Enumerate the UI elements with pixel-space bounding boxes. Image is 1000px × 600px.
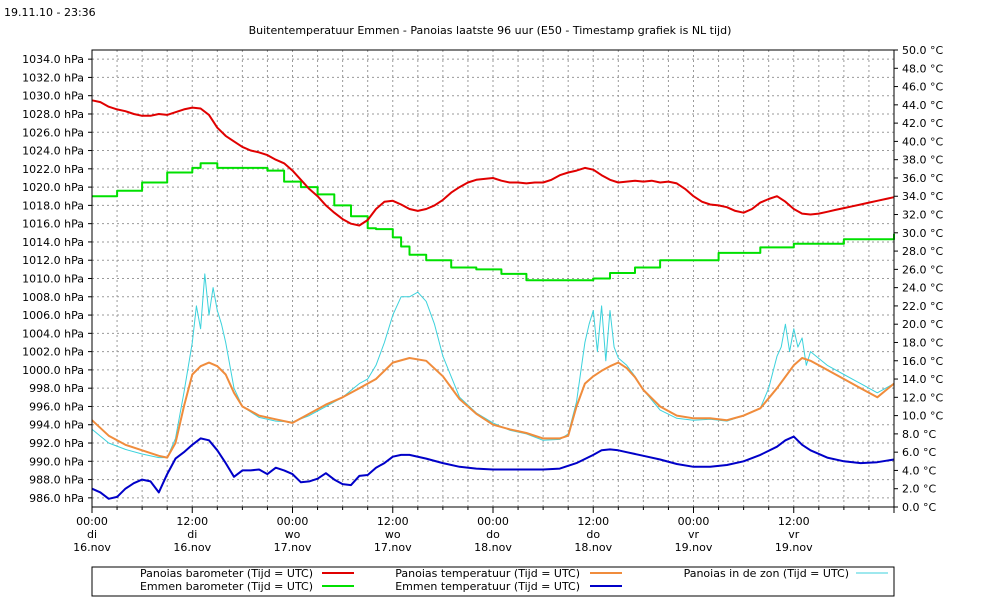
- y-right-tick-label: 22.0 °C: [902, 300, 943, 313]
- y-right-tick-label: 38.0 °C: [902, 154, 943, 167]
- x-tick-date: 17.nov: [274, 541, 312, 554]
- y-right-tick-label: 32.0 °C: [902, 209, 943, 222]
- y-right-tick-label: 40.0 °C: [902, 135, 943, 148]
- y-left-tick-label: 1018.0 hPa: [22, 199, 84, 212]
- y-right-tick-label: 18.0 °C: [902, 336, 943, 349]
- x-tick-time: 00:00: [678, 515, 710, 528]
- y-right-tick-label: 28.0 °C: [902, 245, 943, 258]
- x-tick-time: 00:00: [477, 515, 509, 528]
- y-right-tick-label: 16.0 °C: [902, 355, 943, 368]
- x-tick-day: di: [187, 528, 197, 541]
- y-left-tick-label: 1004.0 hPa: [22, 327, 84, 340]
- y-axis-left: 986.0 hPa 988.0 hPa 990.0 hPa 992.0 hPa 994.…: [22, 53, 92, 505]
- x-tick-time: 00:00: [76, 515, 108, 528]
- y-left-tick-label: 1000.0 hPa: [22, 364, 84, 377]
- x-tick-date: 16.nov: [173, 541, 211, 554]
- chart-title: Buitentemperatuur Emmen - Panoias laatst…: [249, 24, 732, 37]
- x-tick-day: do: [586, 528, 600, 541]
- y-right-tick-label: 10.0 °C: [902, 410, 943, 423]
- x-tick-day: vr: [688, 528, 700, 541]
- y-left-tick-label: 990.0 hPa: [29, 455, 84, 468]
- y-right-tick-label: 34.0 °C: [902, 190, 943, 203]
- x-tick-date: 19.nov: [775, 541, 813, 554]
- legend-label: Panoias temperatuur (Tijd = UTC): [395, 567, 580, 580]
- y-right-tick-label: 6.0 °C: [902, 446, 936, 459]
- legend-box: [91, 566, 895, 597]
- series-line: [91, 99, 895, 227]
- x-axis: 00:00di16.nov12:00di16.nov00:00wo17.nov1…: [73, 507, 895, 554]
- x-tick-date: 18.nov: [474, 541, 512, 554]
- y-left-tick-label: 1022.0 hPa: [22, 163, 84, 176]
- y-left-tick-label: 1034.0 hPa: [22, 53, 84, 66]
- legend-label: Panoias barometer (Tijd = UTC): [140, 567, 313, 580]
- y-right-tick-label: 24.0 °C: [902, 282, 943, 295]
- x-tick-date: 17.nov: [374, 541, 412, 554]
- legend-label: Panoias in de zon (Tijd = UTC): [684, 567, 849, 580]
- x-tick-time: 12:00: [176, 515, 208, 528]
- x-tick-day: wo: [385, 528, 401, 541]
- x-tick-date: 16.nov: [73, 541, 111, 554]
- y-right-tick-label: 48.0 °C: [902, 62, 943, 75]
- series-line: [91, 357, 895, 459]
- y-left-tick-label: 992.0 hPa: [29, 437, 84, 450]
- y-right-tick-label: 36.0 °C: [902, 172, 943, 185]
- x-tick-time: 12:00: [577, 515, 609, 528]
- y-left-tick-label: 1026.0 hPa: [22, 126, 84, 139]
- timestamp: 19.11.10 - 23:36: [4, 6, 96, 19]
- legend: Panoias barometer (Tijd = UTC)Emmen baro…: [91, 566, 895, 597]
- y-right-tick-label: 20.0 °C: [902, 318, 943, 331]
- y-right-tick-label: 26.0 °C: [902, 263, 943, 276]
- y-left-tick-label: 1016.0 hPa: [22, 218, 84, 231]
- y-left-tick-label: 988.0 hPa: [29, 474, 84, 487]
- y-right-tick-label: 50.0 °C: [902, 44, 943, 57]
- y-right-tick-label: 14.0 °C: [902, 373, 943, 386]
- y-left-tick-label: 994.0 hPa: [29, 419, 84, 432]
- y-left-tick-label: 1032.0 hPa: [22, 71, 84, 84]
- x-tick-day: di: [87, 528, 97, 541]
- y-right-tick-label: 42.0 °C: [902, 117, 943, 130]
- series-line: [91, 435, 895, 500]
- y-right-tick-label: 12.0 °C: [902, 391, 943, 404]
- y-right-tick-label: 0.0 °C: [902, 501, 936, 514]
- y-right-tick-label: 46.0 °C: [902, 81, 943, 94]
- x-tick-day: do: [486, 528, 500, 541]
- y-left-tick-label: 1006.0 hPa: [22, 309, 84, 322]
- y-left-tick-label: 1020.0 hPa: [22, 181, 84, 194]
- series-lines: [91, 99, 895, 500]
- y-left-tick-label: 1024.0 hPa: [22, 145, 84, 158]
- y-left-tick-label: 1030.0 hPa: [22, 90, 84, 103]
- series-line: [92, 162, 895, 282]
- y-left-tick-label: 996.0 hPa: [29, 400, 84, 413]
- y-left-tick-label: 1014.0 hPa: [22, 236, 84, 249]
- y-left-tick-label: 1028.0 hPa: [22, 108, 84, 121]
- y-axis-right: 0.0 °C 2.0 °C 4.0 °C 6.0 °C 8.0 °C 10.0 °C 12.…: [894, 44, 943, 514]
- y-right-tick-label: 30.0 °C: [902, 227, 943, 240]
- y-left-tick-label: 1008.0 hPa: [22, 291, 84, 304]
- x-tick-time: 00:00: [277, 515, 309, 528]
- y-right-tick-label: 44.0 °C: [902, 99, 943, 112]
- y-right-tick-label: 8.0 °C: [902, 428, 936, 441]
- y-left-tick-label: 1010.0 hPa: [22, 273, 84, 286]
- y-left-tick-label: 1012.0 hPa: [22, 254, 84, 267]
- x-tick-date: 18.nov: [574, 541, 612, 554]
- y-left-tick-label: 1002.0 hPa: [22, 346, 84, 359]
- y-right-tick-label: 2.0 °C: [902, 483, 936, 496]
- y-right-tick-label: 4.0 °C: [902, 464, 936, 477]
- x-tick-day: vr: [788, 528, 800, 541]
- x-tick-time: 12:00: [377, 515, 409, 528]
- legend-label: Emmen temperatuur (Tijd = UTC): [395, 580, 580, 593]
- y-left-tick-label: 998.0 hPa: [29, 382, 84, 395]
- x-tick-time: 12:00: [778, 515, 810, 528]
- legend-label: Emmen barometer (Tijd = UTC): [140, 580, 313, 593]
- x-tick-date: 19.nov: [675, 541, 713, 554]
- x-tick-day: wo: [285, 528, 301, 541]
- y-left-tick-label: 986.0 hPa: [29, 492, 84, 505]
